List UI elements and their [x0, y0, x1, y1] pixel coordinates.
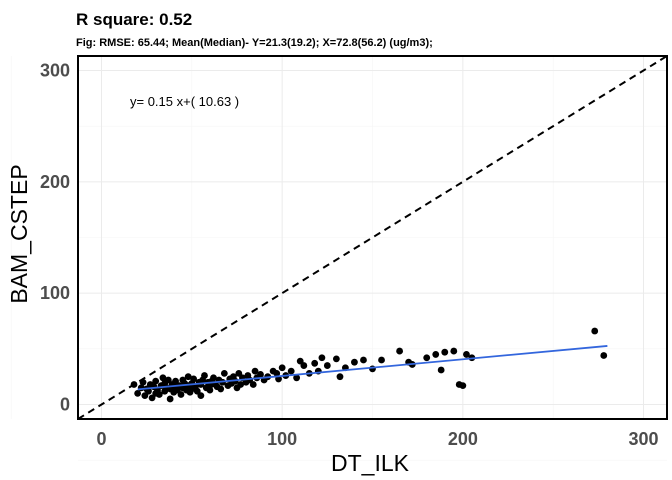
- data-point: [332, 355, 340, 363]
- data-point: [437, 366, 445, 374]
- y-tick-label: 300: [40, 60, 70, 80]
- data-point: [257, 371, 264, 378]
- fit-line: [137, 345, 608, 391]
- chart-title: R square: 0.52: [76, 10, 192, 29]
- data-point: [318, 354, 326, 362]
- data-point: [152, 377, 160, 385]
- data-point: [145, 387, 152, 395]
- data-point: [273, 369, 281, 377]
- data-point: [134, 389, 142, 397]
- data-point: [378, 356, 385, 364]
- data-point: [336, 373, 344, 381]
- data-point: [278, 364, 286, 372]
- plot-panel-border: [77, 55, 668, 420]
- data-point: [396, 347, 404, 355]
- y-tick-label: 0: [60, 395, 70, 415]
- data-point: [159, 374, 167, 382]
- data-point: [237, 381, 245, 388]
- data-point: [441, 348, 449, 356]
- x-tick-label: 300: [628, 429, 658, 449]
- data-point: [155, 391, 163, 398]
- y-axis-title: BAM_CSTEP: [6, 164, 32, 303]
- regression-line: [137, 345, 608, 391]
- data-point: [360, 356, 367, 364]
- data-point: [139, 378, 147, 386]
- x-tick-label: 200: [448, 429, 478, 449]
- grid: [10, 56, 667, 461]
- data-point: [130, 381, 138, 388]
- data-point: [251, 367, 259, 375]
- reference-line: [77, 55, 668, 420]
- x-axis-title: DT_ILK: [331, 450, 410, 476]
- data-point: [323, 362, 331, 369]
- y-tick-label: 200: [40, 172, 70, 192]
- data-point: [287, 367, 295, 375]
- data-point: [591, 327, 599, 335]
- data-point: [220, 369, 228, 377]
- data-point: [293, 374, 301, 382]
- regression-equation: y= 0.15 x+( 10.63 ): [130, 94, 239, 109]
- data-point: [311, 359, 319, 367]
- data-point: [166, 395, 174, 403]
- chart-subtitle: Fig: RMSE: 65.44; Mean(Median)- Y=21.3(1…: [76, 37, 433, 49]
- data-point: [300, 362, 308, 369]
- data-point: [459, 382, 467, 389]
- data-point: [249, 381, 257, 388]
- data-point: [190, 375, 198, 383]
- data-point: [432, 351, 440, 358]
- data-point: [210, 374, 217, 382]
- data-point: [217, 385, 225, 393]
- data-point: [177, 391, 185, 398]
- data-point: [423, 354, 431, 362]
- data-point: [351, 358, 358, 366]
- x-tick-labels: 0 100 200 300: [96, 429, 658, 449]
- data-point: [463, 351, 470, 358]
- y-tick-label: 100: [40, 283, 70, 303]
- data-point: [206, 386, 214, 394]
- data-point: [184, 373, 192, 381]
- data-point: [201, 372, 208, 379]
- one-to-one-line: [77, 55, 668, 420]
- x-tick-label: 100: [267, 429, 297, 449]
- data-point: [600, 352, 608, 359]
- y-tick-labels: 0 100 200 300: [40, 60, 70, 414]
- data-point: [450, 347, 458, 355]
- x-tick-label: 0: [96, 429, 106, 449]
- data-point: [197, 392, 205, 400]
- data-points: [130, 327, 608, 403]
